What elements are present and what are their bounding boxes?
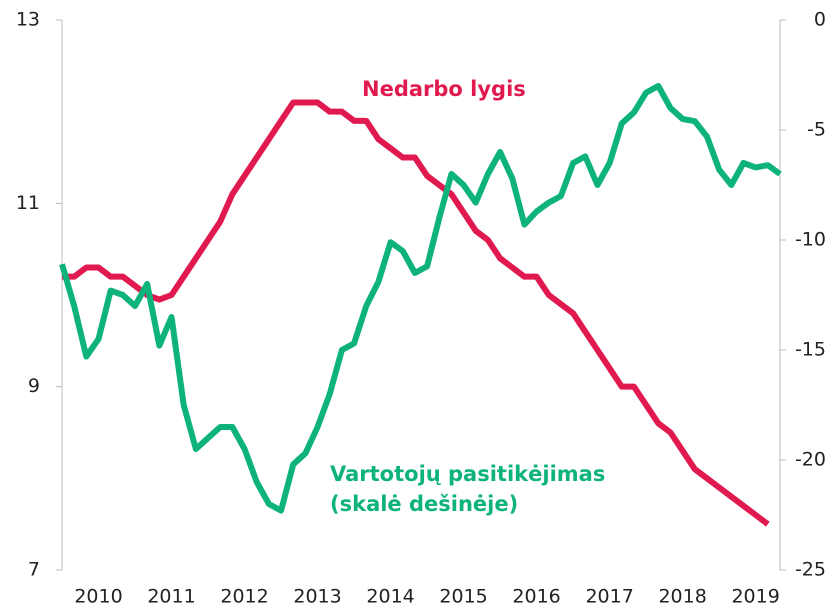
x-tick-label: 2011 — [147, 586, 195, 608]
x-tick-label: 2018 — [658, 586, 706, 608]
y2-tick-label: -15 — [795, 339, 826, 361]
y2-tick-label: -5 — [807, 119, 826, 141]
x-tick-label: 2019 — [731, 586, 779, 608]
x-tick-label: 2012 — [220, 586, 268, 608]
series-line — [59, 83, 782, 514]
y-tick-label: 11 — [16, 192, 40, 214]
y2-tick-label: -10 — [795, 229, 826, 251]
series-line — [62, 99, 770, 527]
x-tick-label: 2015 — [439, 586, 487, 608]
y-tick-label: 7 — [28, 559, 40, 581]
annotation: Vartotojų pasitikėjimas — [330, 462, 605, 486]
x-tick-label: 2014 — [366, 586, 414, 608]
y2-tick-label: -20 — [795, 449, 826, 471]
annotation: (skalė dešinėje) — [330, 492, 518, 516]
x-tick-label: 2013 — [293, 586, 341, 608]
x-tick-label: 2010 — [74, 586, 122, 608]
y-tick-label: 9 — [28, 375, 40, 397]
x-tick-label: 2017 — [585, 586, 633, 608]
y2-tick-label: -25 — [795, 559, 826, 581]
annotation: Nedarbo lygis — [362, 77, 526, 101]
x-tick-label: 2016 — [512, 586, 560, 608]
y2-tick-label: 0 — [814, 9, 826, 31]
y-tick-label: 13 — [16, 9, 40, 31]
